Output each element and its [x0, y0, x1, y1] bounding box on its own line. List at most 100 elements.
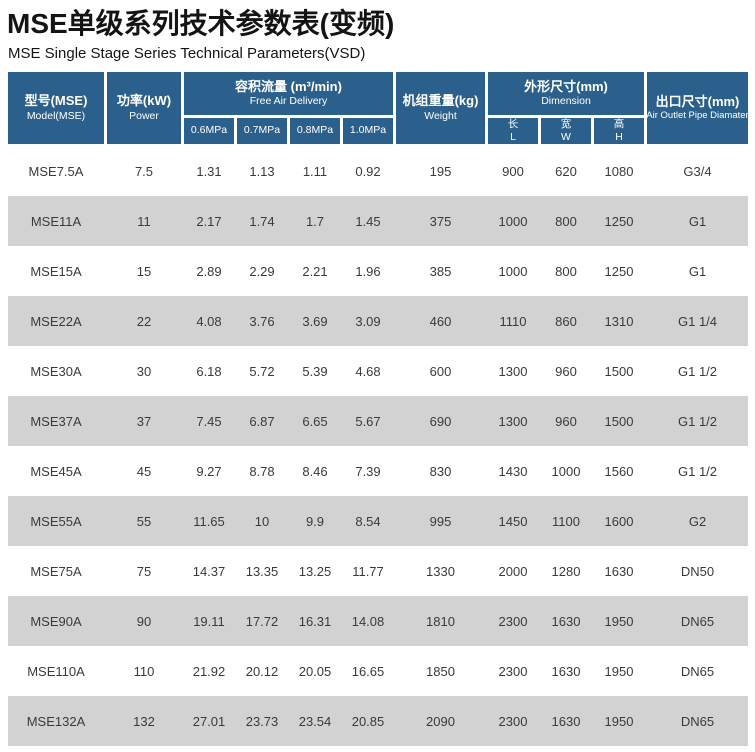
table-cell: 3.76	[249, 313, 275, 329]
table-cell: MSE11A	[30, 213, 82, 229]
header-dim-length-en: L	[510, 131, 516, 143]
table-cell: 1.7	[305, 213, 325, 229]
table-cell: MSE22A	[30, 313, 82, 329]
table-cell: G1 1/2	[677, 363, 718, 379]
table-cell: 1850	[426, 663, 455, 679]
header-model-cn: 型号(MSE)	[24, 93, 88, 109]
table-cell: 1950	[604, 713, 634, 729]
table-row: MSE7.5A 7.5 1.31 1.13 1.11 0.92 195 900 620 1080 G…	[8, 146, 748, 196]
table-cell: 1810	[426, 613, 455, 629]
header-dim-width-cn: 宽	[560, 117, 572, 130]
table-body: MSE7.5A 7.5 1.31 1.13 1.11 0.92 195 900 620 1080 G…	[8, 146, 748, 746]
table-cell: MSE110A	[27, 663, 85, 679]
table-cell: 55	[136, 513, 152, 529]
table-cell: 2.17	[196, 213, 222, 229]
page-title: MSE单级系列技术参数表(变频)	[7, 8, 395, 39]
table-row: MSE110A 110 21.92 20.12 20.05 16.65 1850 2300 16…	[8, 646, 748, 696]
header-power: 功率(kW) Power	[107, 72, 181, 144]
table-row: MSE90A 90 19.11 17.72 16.31 14.08 1810 2300 1630…	[8, 596, 748, 646]
table-cell: 2.89	[196, 263, 222, 279]
table-cell: 1300	[498, 363, 528, 379]
table-cell: 1630	[551, 613, 581, 629]
table-cell: 20.05	[298, 663, 332, 679]
header-model-en: Model(MSE)	[26, 109, 86, 122]
table-cell: 3.69	[302, 313, 328, 329]
table-cell: 375	[429, 213, 452, 229]
header-outlet-cn: 出口尺寸(mm)	[655, 93, 740, 109]
table-cell: MSE37A	[30, 413, 82, 429]
header-fad-10mpa: 1.0MPa	[343, 118, 393, 144]
header-dim-height-cn: 高	[613, 117, 625, 130]
header-dim-height: 高 H	[594, 118, 644, 144]
table-row: MSE15A 15 2.89 2.29 2.21 1.96 385 1000 800 1250 G1	[8, 246, 748, 296]
table-cell: 13.35	[245, 563, 279, 579]
table-cell: 1.96	[355, 263, 381, 279]
table-cell: 960	[555, 363, 577, 379]
table-cell: 7.5	[134, 163, 154, 179]
table-cell: DN65	[680, 663, 715, 679]
table-cell: MSE7.5A	[28, 163, 84, 179]
table-cell: 10	[254, 513, 270, 529]
table-cell: DN50	[680, 563, 715, 579]
table-cell: 1000	[498, 213, 528, 229]
table-cell: 1300	[498, 413, 528, 429]
table-cell: 860	[555, 313, 577, 329]
table-cell: MSE45A	[30, 463, 82, 479]
table-row: MSE11A 11 2.17 1.74 1.7 1.45 375 1000 800 1250 G1	[8, 196, 748, 246]
table-cell: 2300	[498, 663, 528, 679]
table-cell: 1630	[551, 663, 581, 679]
table-cell: DN65	[680, 713, 715, 729]
table-cell: 1630	[604, 563, 634, 579]
table-cell: G1	[688, 263, 707, 279]
table-cell: 4.08	[196, 313, 222, 329]
header-dim-width: 宽 W	[541, 118, 591, 144]
table-cell: 1.45	[355, 213, 381, 229]
table-cell: 5.67	[355, 413, 381, 429]
table-cell: 11.65	[193, 513, 225, 529]
table-cell: 75	[136, 563, 152, 579]
table-row: MSE132A 132 27.01 23.73 23.54 20.85 2090 2300 16…	[8, 696, 748, 746]
table-cell: 460	[429, 313, 452, 329]
table-cell: 2.21	[302, 263, 328, 279]
header-weight-en: Weight	[424, 109, 457, 122]
header-power-en: Power	[129, 109, 159, 122]
table-cell: 6.87	[249, 413, 275, 429]
table-cell: 23.54	[298, 713, 332, 729]
table-cell: 17.72	[245, 613, 279, 629]
header-fad-en: Free Air Delivery	[249, 95, 328, 108]
header-fad-06mpa-label: 0.6MPa	[190, 124, 228, 137]
table-cell: 600	[429, 363, 452, 379]
table-cell: 1100	[552, 513, 580, 529]
table-cell: 800	[555, 213, 577, 229]
table-row: MSE55A 55 11.65 10 9.9 8.54 995 1450 1100 1600 G2	[8, 496, 748, 546]
page-subtitle: MSE Single Stage Series Technical Parame…	[8, 45, 366, 62]
table-cell: 195	[429, 163, 452, 179]
header-weight: 机组重量(kg) Weight	[396, 72, 485, 144]
header-fad-group: 容积流量 (m³/min) Free Air Delivery	[184, 72, 393, 115]
table-cell: 900	[502, 163, 524, 179]
table-cell: DN65	[680, 613, 715, 629]
table-cell: 1950	[604, 613, 634, 629]
table-cell: 22	[136, 313, 152, 329]
table-cell: 11	[137, 213, 151, 229]
table-cell: 1310	[604, 313, 634, 329]
header-fad-08mpa: 0.8MPa	[290, 118, 340, 144]
table-cell: 16.31	[298, 613, 332, 629]
table-cell: 830	[429, 463, 452, 479]
table-cell: 45	[136, 463, 152, 479]
table-cell: 4.68	[355, 363, 381, 379]
table-cell: 1.11	[302, 163, 328, 179]
table-cell: 1250	[604, 213, 634, 229]
table-cell: 16.65	[351, 663, 385, 679]
table-cell: MSE15A	[30, 263, 82, 279]
table-cell: 2000	[498, 563, 528, 579]
header-weight-cn: 机组重量(kg)	[402, 93, 479, 109]
table-cell: 1280	[551, 563, 581, 579]
table-cell: 2090	[426, 713, 455, 729]
header-fad-06mpa: 0.6MPa	[184, 118, 234, 144]
table-cell: G1 1/4	[677, 313, 718, 329]
table-cell: G3/4	[683, 163, 712, 179]
table-cell: 27.01	[192, 713, 226, 729]
table-cell: 1.13	[249, 163, 275, 179]
table-cell: 30	[136, 363, 152, 379]
